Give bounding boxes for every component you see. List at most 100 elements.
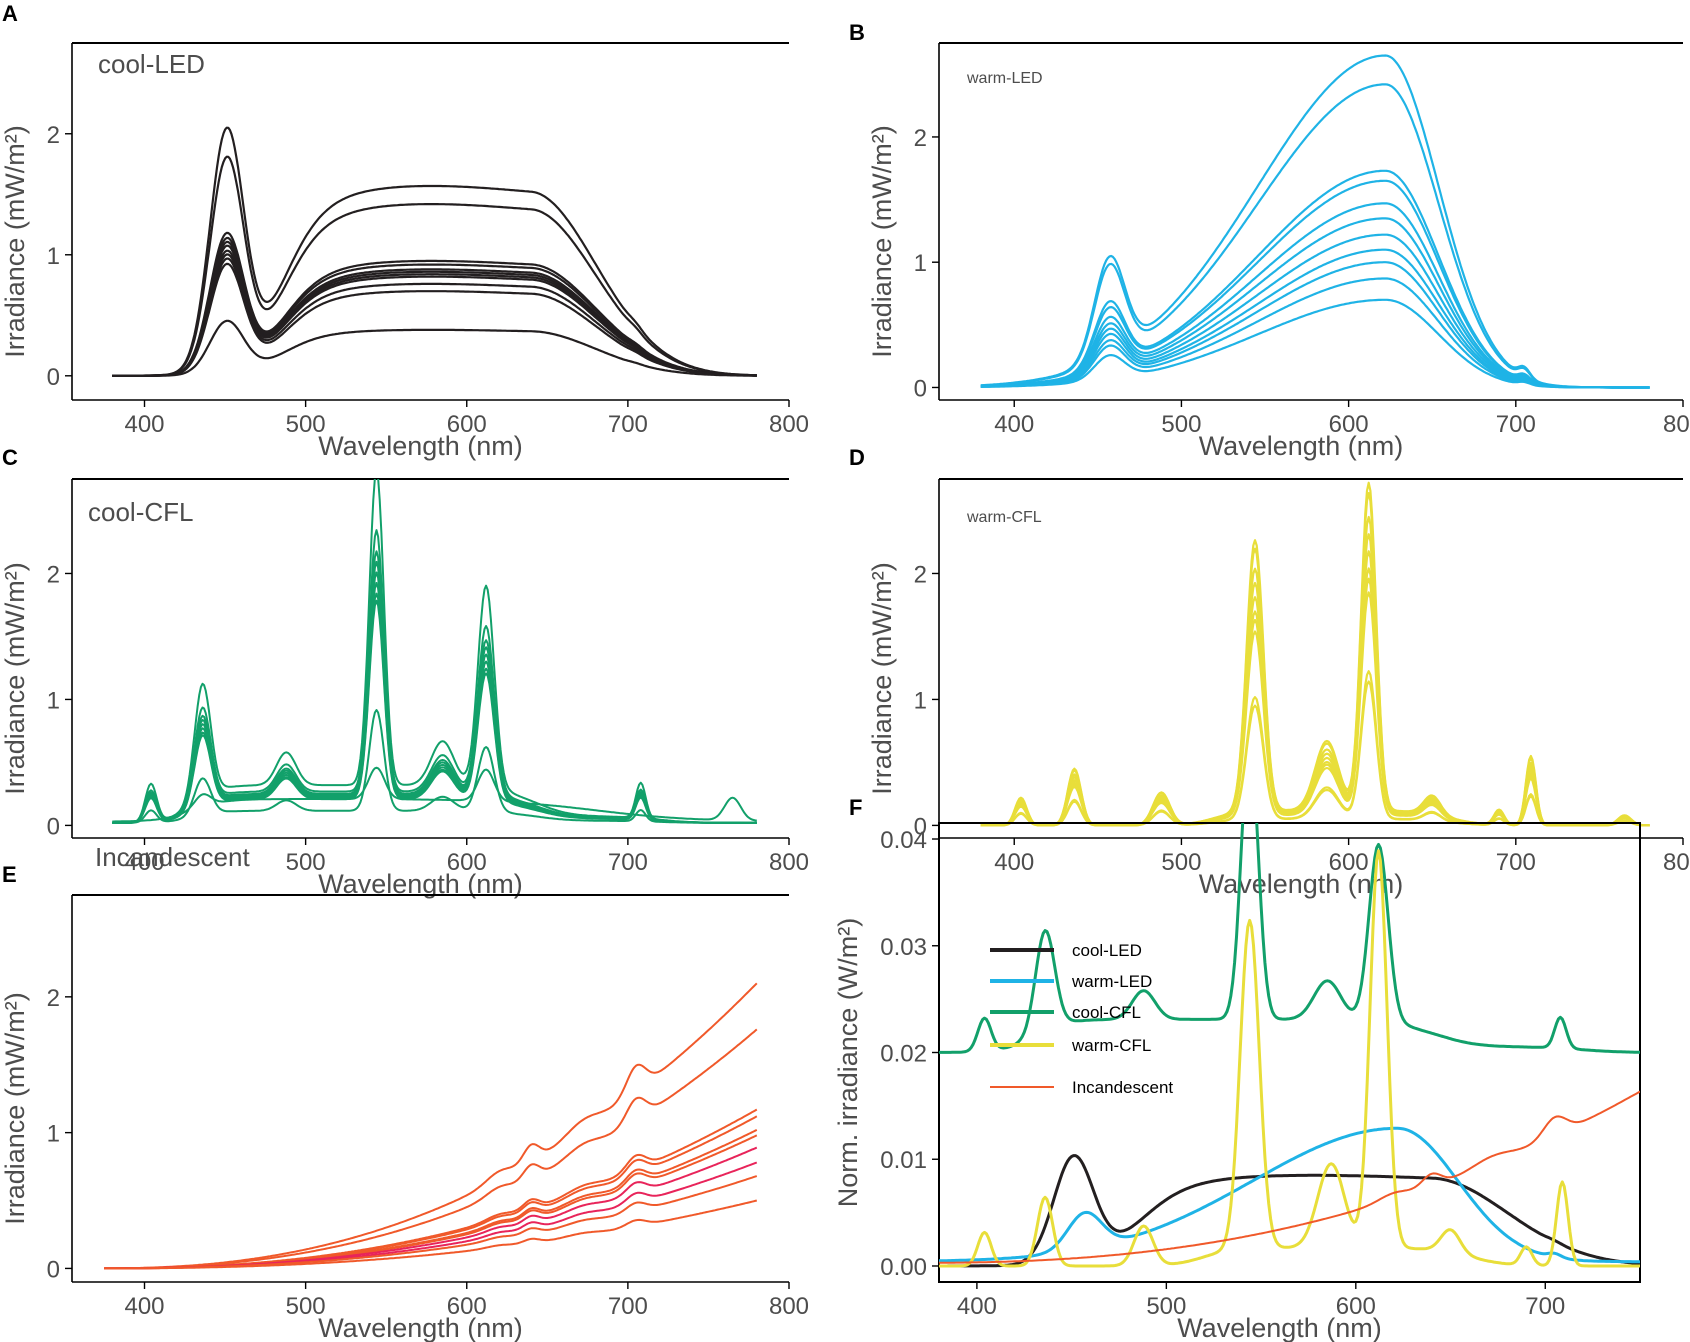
x-tick-label: 500 xyxy=(1146,1293,1186,1320)
legend: cool-LED warm-LED cool-CFL warm-CFL Incandes… xyxy=(990,941,1173,1097)
panel-letter-e: E xyxy=(2,862,17,887)
y-axis-title: Irradiance (mW/m²) xyxy=(0,125,30,358)
panel-letter-d: D xyxy=(849,445,865,470)
x-tick-label: 600 xyxy=(447,849,487,876)
panel-letter-a: A xyxy=(2,1,18,26)
series-line-warm-cfl xyxy=(939,849,1640,1268)
series-line-3 xyxy=(112,550,757,824)
panel-annotation: cool-LED xyxy=(98,49,205,79)
series-line-9 xyxy=(112,257,757,377)
series-group xyxy=(112,126,757,377)
series-line-11 xyxy=(112,319,757,377)
x-tick-label: 500 xyxy=(1161,849,1201,876)
x-tick-label: 400 xyxy=(124,849,164,876)
panel-e: E 400 500 600 700 800 0 1 2 Wavelength (nm) Irradi… xyxy=(0,842,809,1342)
series-line-8 xyxy=(104,1161,758,1270)
series-line-cool-cfl xyxy=(939,823,1640,1054)
x-tick-label: 600 xyxy=(1336,1293,1376,1320)
y-tick-label: 2 xyxy=(47,985,60,1012)
series-line-1 xyxy=(112,126,757,377)
panel-f: F 400 500 600 700 0.00 0.01 0.02 0.03 0.04 Wavelen… xyxy=(833,795,1641,1342)
series-line-10 xyxy=(980,680,1650,827)
series-line-warm-led xyxy=(939,1126,1640,1264)
series-line-1 xyxy=(980,54,1650,389)
panel-annotation: Incandescent xyxy=(95,842,250,872)
x-tick-label: 600 xyxy=(1329,849,1369,876)
y-tick-label: 0.03 xyxy=(880,934,927,961)
series-line-6 xyxy=(104,1134,758,1270)
legend-label: warm-CFL xyxy=(1071,1036,1151,1055)
x-tick-label: 600 xyxy=(447,1293,487,1320)
x-tick-label: 700 xyxy=(1525,1293,1565,1320)
series-line-8 xyxy=(112,253,757,377)
x-tick-label: 400 xyxy=(994,849,1034,876)
x-tick-label: 500 xyxy=(1161,411,1201,438)
series-line-cool-led xyxy=(939,1154,1640,1268)
y-tick-label: 0.00 xyxy=(880,1254,927,1281)
series-line-10 xyxy=(112,262,757,377)
series-line-10 xyxy=(112,766,757,823)
y-tick-label: 1 xyxy=(47,1121,60,1148)
series-line-5 xyxy=(980,202,1650,389)
x-tick-label: 500 xyxy=(286,849,326,876)
panel-letter-c: C xyxy=(2,445,18,470)
legend-label: cool-CFL xyxy=(1072,1003,1141,1022)
panel-letter-b: B xyxy=(849,20,865,45)
series-group xyxy=(980,54,1650,389)
y-axis-title: Irradiance (mW/m²) xyxy=(867,562,897,795)
x-axis-title: Wavelength (nm) xyxy=(1199,869,1404,899)
x-tick-label: 400 xyxy=(957,1293,997,1320)
series-line-10 xyxy=(104,1199,758,1270)
series-group xyxy=(112,479,757,824)
y-tick-label: 0.02 xyxy=(880,1041,927,1068)
panel-letter-f: F xyxy=(849,795,862,820)
x-tick-label: 500 xyxy=(286,411,326,438)
series-line-2 xyxy=(104,1028,758,1270)
x-axis-title: Wavelength (nm) xyxy=(1199,431,1404,461)
x-tick-label: 700 xyxy=(1496,849,1536,876)
y-tick-label: 0.01 xyxy=(880,1147,927,1174)
y-tick-label: 2 xyxy=(47,122,60,149)
y-axis-title: Irradiance (mW/m²) xyxy=(0,992,30,1225)
series-line-1 xyxy=(104,982,758,1270)
x-tick-label: 700 xyxy=(608,1293,648,1320)
x-tick-label: 400 xyxy=(994,411,1034,438)
y-tick-label: 0 xyxy=(47,813,60,840)
x-tick-label: 700 xyxy=(608,411,648,438)
series-group xyxy=(939,823,1640,1268)
y-tick-label: 0 xyxy=(47,364,60,391)
x-axis-title: Wavelength (nm) xyxy=(1177,1313,1382,1342)
y-axis-title: Irradiance (mW/m²) xyxy=(867,125,897,358)
series-line-2 xyxy=(980,83,1650,389)
legend-label: cool-LED xyxy=(1072,941,1142,960)
panel-d: D 400 500 600 700 800 0 1 2 Wavelength (nm) Irradi… xyxy=(849,445,1690,899)
x-tick-label: 400 xyxy=(124,411,164,438)
x-axis-title: Wavelength (nm) xyxy=(318,1313,523,1342)
series-line-2 xyxy=(112,155,757,377)
panel-a: A 400 500 600 700 800 0 1 2 Wavelength (nm) Irradi… xyxy=(0,1,809,461)
panel-annotation: warm-LED xyxy=(966,70,1043,87)
y-tick-label: 2 xyxy=(47,561,60,588)
x-tick-label: 800 xyxy=(1663,411,1690,438)
y-tick-label: 2 xyxy=(914,125,927,152)
y-tick-label: 0 xyxy=(47,1256,60,1283)
series-group xyxy=(980,481,1650,827)
x-tick-label: 700 xyxy=(1496,411,1536,438)
x-axis-title: Wavelength (nm) xyxy=(318,431,523,461)
y-axis-title: Irradiance (mW/m²) xyxy=(0,562,30,795)
x-tick-label: 800 xyxy=(769,1293,809,1320)
x-tick-label: 500 xyxy=(286,1293,326,1320)
x-tick-label: 700 xyxy=(608,849,648,876)
x-tick-label: 400 xyxy=(124,1293,164,1320)
series-group xyxy=(104,982,758,1270)
panel-annotation: warm-CFL xyxy=(966,509,1042,526)
legend-label: Incandescent xyxy=(1072,1078,1173,1097)
y-tick-label: 1 xyxy=(47,243,60,270)
y-axis-title: Norm. irradiance (W/m²) xyxy=(833,918,863,1208)
y-tick-label: 1 xyxy=(47,687,60,714)
series-line-4 xyxy=(104,1115,758,1270)
panel-b: B 400 500 600 700 800 0 1 2 Wavelength (nm) Irradi… xyxy=(849,20,1690,461)
series-line-11 xyxy=(980,298,1650,389)
series-line-incandescent xyxy=(939,1090,1640,1264)
